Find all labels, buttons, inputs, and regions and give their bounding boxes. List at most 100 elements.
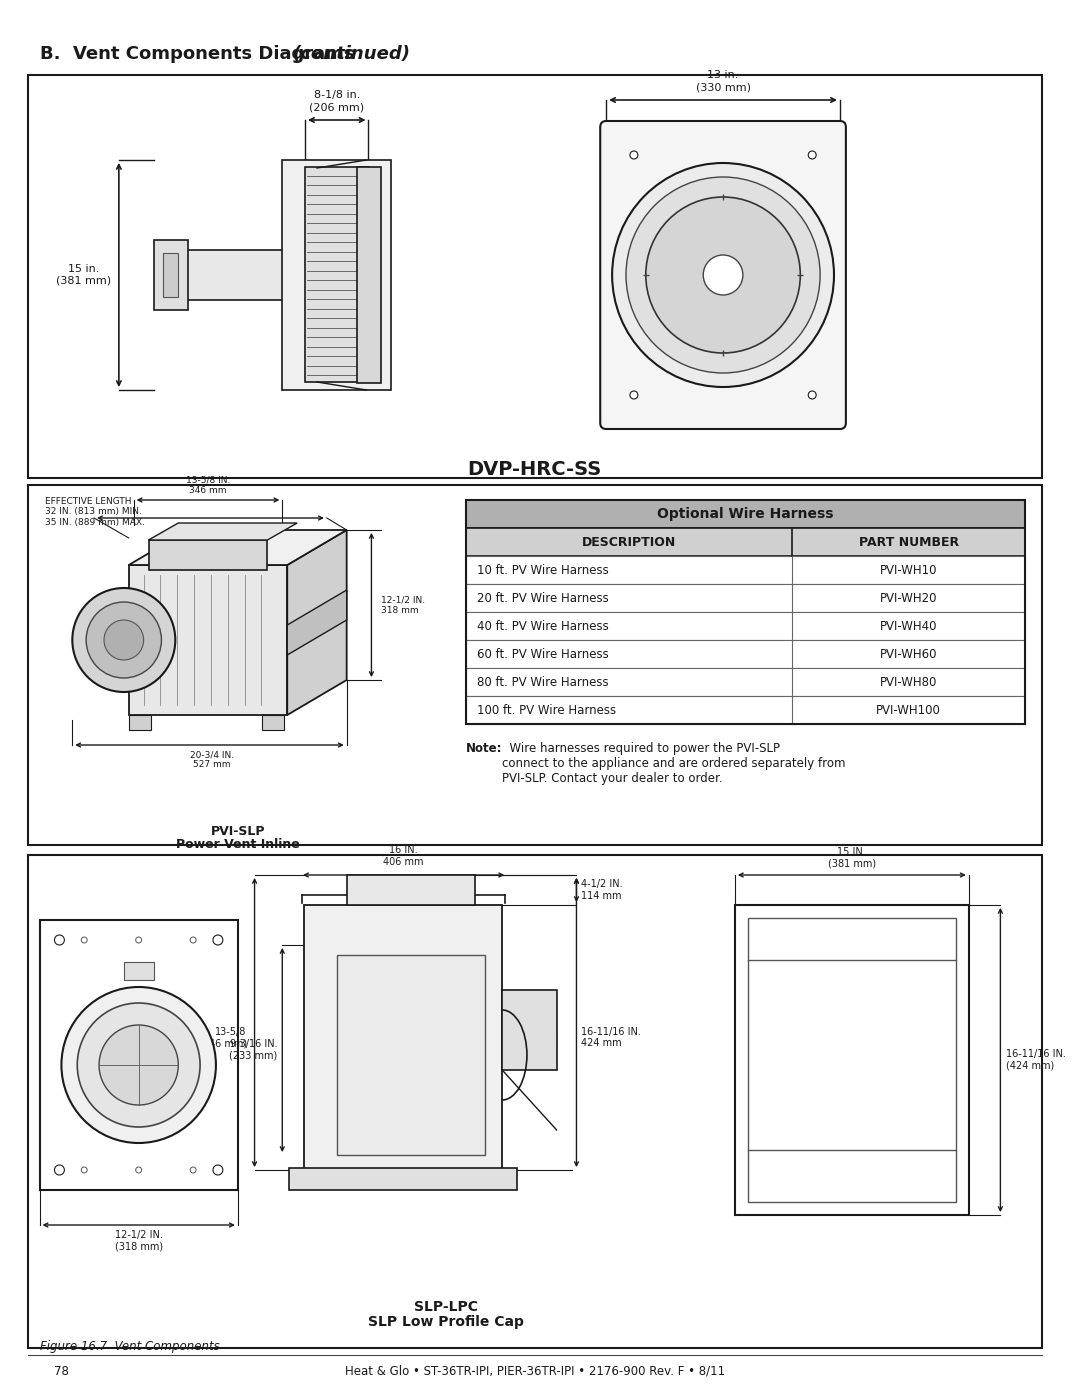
Text: 13 in.
(330 mm): 13 in. (330 mm)	[696, 70, 751, 92]
Text: SLP Low Proﬁle Cap: SLP Low Proﬁle Cap	[368, 1315, 524, 1329]
Text: PVI-WH40: PVI-WH40	[880, 619, 937, 633]
Circle shape	[99, 1025, 178, 1105]
Text: PVI-WH60: PVI-WH60	[880, 647, 937, 661]
Bar	[282, 161, 391, 390]
Circle shape	[54, 935, 65, 944]
Text: 4-1/2 IN.
114 mm: 4-1/2 IN. 114 mm	[581, 879, 623, 901]
Text: 12-1/2 IN.
(318 mm): 12-1/2 IN. (318 mm)	[114, 1229, 163, 1252]
Bar	[129, 715, 150, 731]
Polygon shape	[129, 529, 347, 564]
Bar	[305, 168, 369, 381]
Circle shape	[626, 177, 820, 373]
Circle shape	[81, 1166, 87, 1173]
Bar	[163, 253, 178, 298]
Text: 100 ft. PV Wire Harness: 100 ft. PV Wire Harness	[477, 704, 617, 717]
Circle shape	[808, 391, 816, 400]
Circle shape	[81, 937, 87, 943]
Text: 16 IN.
406 mm: 16 IN. 406 mm	[383, 845, 423, 868]
Bar	[465, 556, 1025, 584]
Text: Note:: Note:	[465, 742, 502, 754]
Text: PVI-WH20: PVI-WH20	[880, 591, 937, 605]
Text: B.  Vent Components Diagrams: B. Vent Components Diagrams	[40, 45, 361, 63]
Circle shape	[213, 935, 222, 944]
Text: PVI-WH100: PVI-WH100	[876, 704, 941, 717]
Text: Heat & Glo • ST-36TR-IPI, PIER-36TR-IPI • 2176-900 Rev. F • 8/11: Heat & Glo • ST-36TR-IPI, PIER-36TR-IPI …	[345, 1365, 725, 1377]
Bar	[289, 1168, 517, 1190]
Bar	[465, 612, 1025, 640]
Text: 78: 78	[54, 1365, 69, 1377]
Text: 20-3/4 IN.
527 mm: 20-3/4 IN. 527 mm	[190, 750, 234, 770]
Text: Figure 16.7  Vent Components: Figure 16.7 Vent Components	[40, 1340, 219, 1354]
Bar	[465, 528, 1025, 556]
Bar	[40, 921, 238, 1190]
Bar	[149, 541, 268, 570]
Circle shape	[808, 151, 816, 159]
Circle shape	[612, 163, 834, 387]
Text: Wire harnesses required to power the PVI-SLP
connect to the appliance and are or: Wire harnesses required to power the PVI…	[502, 742, 846, 785]
Text: 15 IN.
(381 mm): 15 IN. (381 mm)	[827, 848, 876, 869]
Circle shape	[190, 1166, 197, 1173]
Circle shape	[136, 1166, 141, 1173]
Bar	[124, 963, 153, 981]
Circle shape	[646, 197, 800, 353]
Text: 20 ft. PV Wire Harness: 20 ft. PV Wire Harness	[477, 591, 609, 605]
Circle shape	[213, 1165, 222, 1175]
Circle shape	[86, 602, 161, 678]
Text: Optional Wire Harness: Optional Wire Harness	[657, 507, 834, 521]
Polygon shape	[287, 590, 347, 655]
Bar	[305, 905, 502, 1171]
Bar	[735, 905, 969, 1215]
Text: SLP-LPC: SLP-LPC	[414, 1301, 477, 1315]
Bar	[28, 75, 1042, 478]
Text: 9-3/16 IN.
(233 mm): 9-3/16 IN. (233 mm)	[229, 1039, 278, 1060]
Bar	[465, 500, 1025, 528]
Bar	[465, 584, 1025, 612]
Circle shape	[78, 1003, 200, 1127]
Bar	[28, 855, 1042, 1348]
Circle shape	[630, 151, 638, 159]
Text: DESCRIPTION: DESCRIPTION	[582, 535, 676, 549]
Bar	[337, 956, 485, 1155]
Circle shape	[190, 937, 197, 943]
Text: 13-5/8 IN.
346 mm: 13-5/8 IN. 346 mm	[186, 475, 230, 495]
Bar	[129, 564, 287, 715]
Text: 10 ft. PV Wire Harness: 10 ft. PV Wire Harness	[477, 563, 609, 577]
Text: 60 ft. PV Wire Harness: 60 ft. PV Wire Harness	[477, 647, 609, 661]
Text: DVP-HRC-SS: DVP-HRC-SS	[468, 460, 602, 479]
FancyBboxPatch shape	[600, 122, 846, 429]
Polygon shape	[149, 522, 297, 541]
Bar	[465, 696, 1025, 724]
Text: Power Vent Inline: Power Vent Inline	[176, 838, 299, 851]
Text: 16-11/16 IN.
424 mm: 16-11/16 IN. 424 mm	[581, 1027, 642, 1048]
Bar	[356, 168, 381, 383]
Bar	[465, 640, 1025, 668]
Text: 12-1/2 IN.
318 mm: 12-1/2 IN. 318 mm	[381, 595, 426, 615]
Bar	[502, 990, 556, 1070]
Text: 80 ft. PV Wire Harness: 80 ft. PV Wire Harness	[477, 676, 609, 689]
Bar	[465, 500, 1025, 724]
Circle shape	[72, 588, 175, 692]
Polygon shape	[287, 529, 347, 715]
Bar	[28, 485, 1042, 845]
Circle shape	[62, 988, 216, 1143]
Bar	[184, 250, 287, 300]
Text: PVI-WH80: PVI-WH80	[880, 676, 937, 689]
Circle shape	[54, 1165, 65, 1175]
Text: 40 ft. PV Wire Harness: 40 ft. PV Wire Harness	[477, 619, 609, 633]
Bar	[262, 715, 284, 731]
Text: PART NUMBER: PART NUMBER	[859, 535, 959, 549]
Text: 16-11/16 IN.
(424 mm): 16-11/16 IN. (424 mm)	[1007, 1049, 1066, 1070]
Circle shape	[703, 256, 743, 295]
Text: EFFECTIVE LENGTH
32 IN. (813 mm) MIN.
35 IN. (889 mm) MAX.: EFFECTIVE LENGTH 32 IN. (813 mm) MIN. 35…	[44, 497, 145, 527]
Text: PVI-WH10: PVI-WH10	[880, 563, 937, 577]
Bar	[747, 918, 956, 1201]
Text: 15 in.
(381 mm): 15 in. (381 mm)	[56, 264, 111, 286]
Circle shape	[630, 391, 638, 400]
Circle shape	[136, 937, 141, 943]
Text: 8-1/8 in.
(206 mm): 8-1/8 in. (206 mm)	[309, 91, 364, 112]
Bar	[465, 668, 1025, 696]
Text: 13-5/8
(346 mm): 13-5/8 (346 mm)	[199, 1027, 246, 1048]
Bar	[347, 875, 475, 905]
Text: (continued): (continued)	[293, 45, 410, 63]
Bar	[153, 240, 188, 310]
